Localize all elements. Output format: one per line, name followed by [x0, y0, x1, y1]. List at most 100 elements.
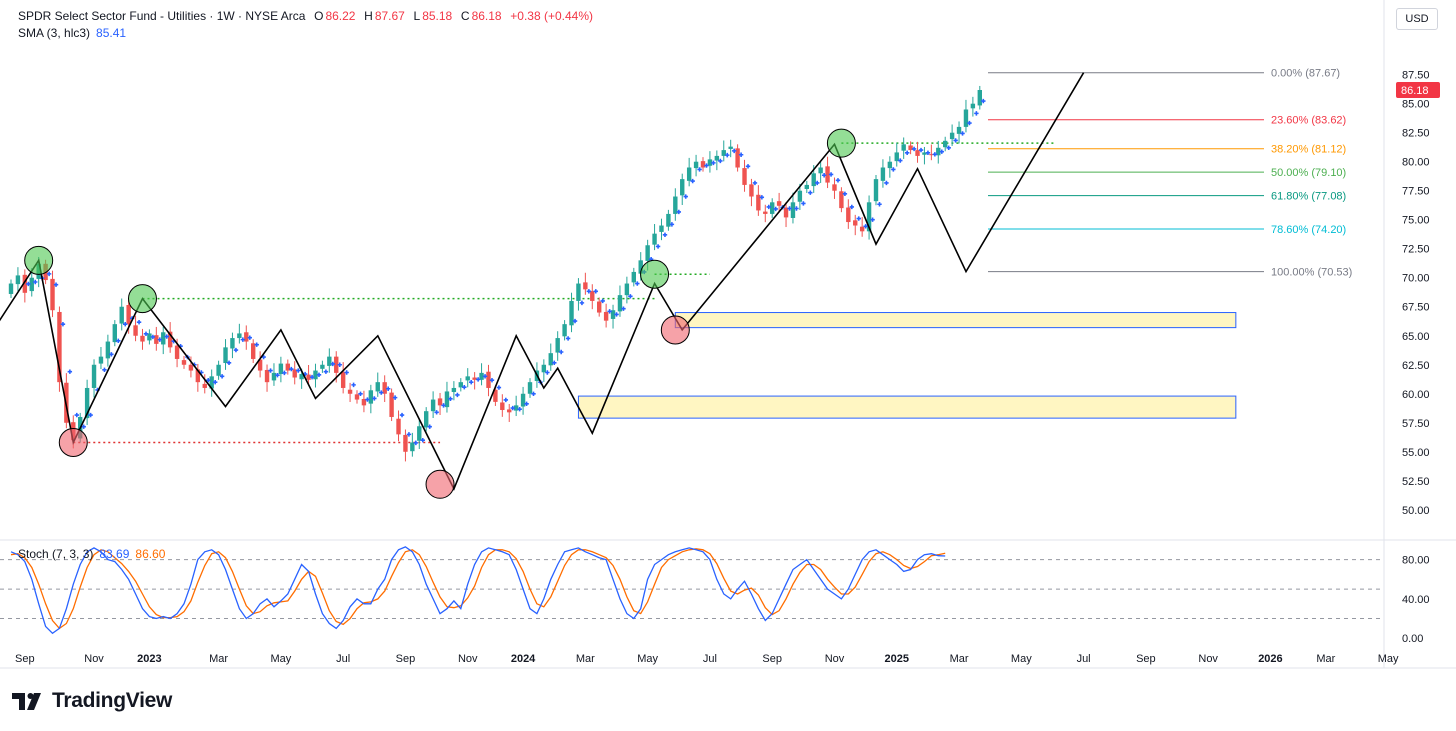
- candle-down[interactable]: [590, 291, 595, 301]
- candle-up[interactable]: [631, 271, 636, 283]
- candle-down[interactable]: [437, 398, 443, 406]
- candle-down[interactable]: [195, 369, 201, 383]
- candle-up[interactable]: [936, 147, 941, 156]
- candle-up[interactable]: [770, 202, 775, 214]
- candle-up[interactable]: [943, 140, 948, 148]
- candle-down[interactable]: [264, 369, 270, 383]
- pivot-low-marker[interactable]: [425, 469, 455, 499]
- candle-down[interactable]: [334, 356, 339, 373]
- candle-down[interactable]: [603, 311, 609, 321]
- candle-up[interactable]: [424, 411, 429, 428]
- candle-down[interactable]: [825, 166, 830, 183]
- candle-down[interactable]: [167, 331, 173, 348]
- candle-up[interactable]: [811, 173, 816, 187]
- candle-up[interactable]: [673, 196, 678, 214]
- candle-up[interactable]: [520, 393, 526, 407]
- candle-down[interactable]: [853, 220, 858, 226]
- candle-up[interactable]: [873, 179, 879, 202]
- candle-up[interactable]: [693, 161, 699, 169]
- candle-up[interactable]: [707, 159, 713, 166]
- candle-up[interactable]: [8, 283, 14, 294]
- candle-down[interactable]: [783, 207, 789, 218]
- candle-down[interactable]: [285, 363, 290, 371]
- candle-down[interactable]: [749, 184, 754, 197]
- candle-down[interactable]: [382, 382, 387, 394]
- candle-up[interactable]: [320, 364, 325, 369]
- pivot-low-marker[interactable]: [660, 315, 690, 345]
- candle-down[interactable]: [140, 335, 145, 342]
- candle-up[interactable]: [15, 275, 21, 285]
- candle-down[interactable]: [403, 434, 408, 452]
- candle-up[interactable]: [680, 179, 685, 196]
- candle-up[interactable]: [956, 126, 962, 134]
- candle-up[interactable]: [645, 245, 650, 261]
- sma-legend[interactable]: SMA (3, hlc3) 85.41: [18, 26, 126, 40]
- candle-down[interactable]: [251, 343, 256, 359]
- candle-up[interactable]: [147, 333, 152, 341]
- stoch-k-line[interactable]: [10, 546, 946, 635]
- candle-down[interactable]: [583, 282, 588, 290]
- candle-up[interactable]: [451, 387, 457, 393]
- symbol-title[interactable]: SPDR Select Sector Fund - Utilities · 1W…: [18, 9, 306, 23]
- candle-down[interactable]: [908, 145, 913, 151]
- candle-down[interactable]: [472, 377, 477, 380]
- candle-down[interactable]: [154, 335, 159, 344]
- candle-up[interactable]: [465, 376, 470, 381]
- candle-up[interactable]: [271, 372, 277, 381]
- candle-up[interactable]: [576, 283, 581, 301]
- candle-up[interactable]: [894, 152, 899, 162]
- candle-up[interactable]: [963, 109, 969, 127]
- candle-up[interactable]: [112, 324, 117, 343]
- support-zone[interactable]: [577, 395, 1237, 419]
- candle-up[interactable]: [299, 374, 304, 380]
- candle-up[interactable]: [479, 372, 484, 380]
- candle-down[interactable]: [500, 402, 505, 411]
- support-zone[interactable]: [674, 312, 1237, 329]
- candle-up[interactable]: [548, 353, 553, 366]
- candle-down[interactable]: [361, 398, 367, 406]
- candle-up[interactable]: [513, 405, 519, 411]
- candle-up[interactable]: [977, 90, 982, 106]
- candle-up[interactable]: [29, 277, 34, 292]
- currency-button[interactable]: USD: [1396, 8, 1438, 30]
- candle-up[interactable]: [721, 150, 726, 156]
- candle-down[interactable]: [846, 207, 851, 223]
- candle-up[interactable]: [887, 161, 893, 169]
- candle-down[interactable]: [244, 332, 249, 342]
- candle-up[interactable]: [652, 233, 657, 245]
- candle-down[interactable]: [776, 201, 782, 206]
- candle-down[interactable]: [57, 311, 62, 383]
- tradingview-logo[interactable]: TradingView: [12, 688, 172, 714]
- candle-down[interactable]: [50, 278, 55, 311]
- candle-up[interactable]: [223, 347, 228, 364]
- candle-up[interactable]: [728, 146, 733, 149]
- candle-down[interactable]: [340, 371, 346, 388]
- candle-down[interactable]: [396, 418, 401, 435]
- candle-down[interactable]: [257, 359, 263, 371]
- candle-up[interactable]: [313, 370, 318, 380]
- candle-up[interactable]: [327, 356, 332, 366]
- candle-down[interactable]: [389, 392, 394, 417]
- candle-up[interactable]: [119, 306, 124, 324]
- candle-down[interactable]: [354, 394, 360, 400]
- candle-up[interactable]: [659, 225, 664, 232]
- candle-up[interactable]: [541, 364, 547, 373]
- candle-down[interactable]: [763, 211, 768, 214]
- candle-up[interactable]: [209, 376, 214, 389]
- candle-up[interactable]: [368, 390, 374, 404]
- candle-up[interactable]: [430, 399, 436, 412]
- candle-down[interactable]: [735, 148, 740, 168]
- candle-up[interactable]: [569, 300, 574, 326]
- candle-up[interactable]: [922, 152, 927, 155]
- pivot-high-marker[interactable]: [24, 245, 54, 275]
- pivot-high-marker[interactable]: [127, 284, 157, 314]
- candle-up[interactable]: [949, 132, 955, 140]
- pivot-low-marker[interactable]: [58, 427, 88, 457]
- pivot-high-marker[interactable]: [826, 128, 856, 158]
- candle-up[interactable]: [866, 202, 872, 232]
- candle-up[interactable]: [105, 341, 111, 359]
- candle-down[interactable]: [742, 168, 747, 185]
- candle-up[interactable]: [624, 283, 630, 296]
- candle-up[interactable]: [797, 190, 803, 202]
